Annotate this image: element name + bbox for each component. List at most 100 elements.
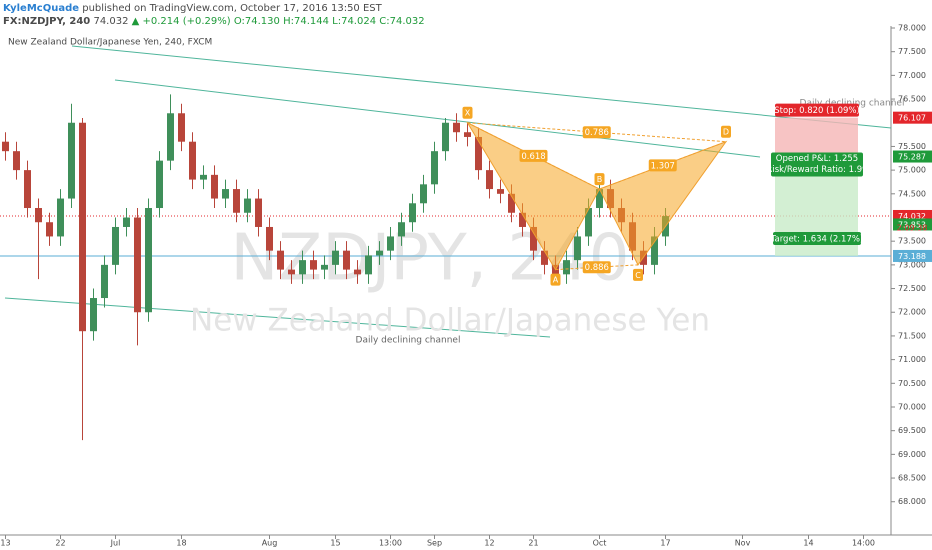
x-tick-label: 14:00 [852, 539, 875, 548]
candle-body [343, 250, 350, 270]
pattern-point-box [550, 273, 561, 286]
candle-body [596, 189, 603, 209]
annotation: Daily declining channel [356, 336, 461, 346]
candle-body [365, 255, 372, 275]
change: ▲ +0.214 (+0.29%) [132, 16, 231, 27]
y-tick-label: 71.000 [898, 355, 926, 364]
published: published on TradingView.com, October 17… [82, 3, 382, 14]
candle-body [387, 236, 394, 251]
candle-body [508, 193, 515, 213]
candle-body [46, 222, 53, 237]
candle-body [310, 260, 317, 270]
ratio-line [467, 122, 727, 143]
candle-body [156, 160, 163, 209]
author: KyleMcQuade [3, 3, 79, 14]
y-tick-label: 73.500 [898, 237, 926, 246]
candle-body [409, 203, 416, 223]
candle-body [376, 250, 383, 256]
candle-body [145, 208, 152, 313]
x-tick-label: 18 [176, 539, 186, 548]
x-tick-label: 12 [484, 539, 494, 548]
x-tick-label: Aug [262, 539, 278, 548]
watermark-name: New Zealand Dollar/Japanese Yen [190, 303, 710, 339]
candle-body [563, 260, 570, 275]
target-label: Target: 1.634 (2.17%) [770, 234, 864, 244]
x-tick-label: 14 [803, 539, 813, 548]
price-marker [893, 218, 932, 231]
candle-body [123, 217, 130, 227]
header-line-1: KyleMcQuade published on TradingView.com… [3, 3, 383, 14]
stop-label: Stop: 0.820 (1.09%) [774, 106, 860, 116]
x-tick-label: 13 [0, 539, 10, 548]
chart-title: New Zealand Dollar/Japanese Yen, 240, FX… [8, 38, 212, 48]
x-tick-label: Nov [735, 539, 751, 548]
y-tick-label: 68.500 [898, 474, 926, 483]
candle-body [442, 122, 449, 152]
candle-body [101, 264, 108, 299]
pattern-point-box [633, 268, 643, 281]
x-tick-label: 17 [660, 539, 670, 548]
x-tick-label: Jul [110, 539, 121, 548]
channel-line [71, 45, 892, 129]
ratio-label: 0.618 [521, 152, 545, 162]
candle-body [178, 113, 185, 142]
stop-box [775, 103, 859, 117]
candle-body [68, 122, 75, 199]
ratio-box [519, 149, 548, 162]
y-tick-label: 70.500 [898, 379, 926, 388]
price-marker-label: 74.032 [898, 212, 926, 221]
pattern-point-box [462, 106, 473, 119]
candle-body [112, 226, 119, 265]
candle-body [244, 198, 251, 213]
candle-body [431, 151, 438, 185]
candle-body [134, 217, 141, 313]
ratio-box [648, 159, 677, 172]
symbol: FX:NZDJPY, 240 [3, 16, 90, 27]
pattern-point-label: D [723, 128, 729, 137]
candle-body [189, 141, 196, 180]
rr-label: Risk/Reward Ratio: 1.99 [766, 165, 867, 175]
pattern-point-label: A [553, 276, 559, 285]
candle-body [24, 170, 31, 209]
candle-body [57, 198, 64, 237]
pnl-box [771, 152, 863, 177]
candle-body [200, 174, 207, 180]
ratio-box [582, 261, 611, 274]
price-marker [893, 111, 932, 124]
candle-body [13, 151, 20, 171]
candle-body [299, 260, 306, 275]
ohlc: O:74.130 H:74.144 L:74.024 C:74.032 [234, 16, 425, 27]
price-marker [893, 150, 932, 163]
candle-body [288, 269, 295, 275]
candle-body [90, 298, 97, 332]
x-tick-label: Sep [427, 539, 442, 548]
candle-body [486, 170, 493, 190]
channel-line [114, 79, 761, 158]
ratio-label: 0.886 [585, 263, 609, 273]
candle-body [255, 198, 262, 227]
candle-body [354, 269, 361, 275]
y-tick-label: 73.000 [898, 260, 926, 269]
candle-body [2, 141, 9, 152]
price-marker-label: 76.107 [898, 114, 926, 123]
candle-body [497, 189, 504, 194]
y-tick-label: 69.500 [898, 426, 926, 435]
ratio-label: 1.307 [651, 161, 675, 171]
y-tick-label: 76.500 [898, 95, 926, 104]
y-tick-label: 77.000 [898, 71, 926, 80]
x-tick-label: 22 [55, 539, 65, 548]
x-tick-label: Oct [593, 539, 607, 548]
ratio-box [582, 126, 611, 139]
pnl-label: Opened P&L: 1.255 [776, 154, 858, 164]
pattern-point-label: C [635, 271, 641, 280]
candle-body [79, 122, 86, 332]
last-price: 74.032 [93, 16, 128, 27]
y-tick-label: 71.500 [898, 331, 926, 340]
pattern-point-label: X [465, 109, 471, 118]
candle-body [574, 236, 581, 261]
pattern-point-box [594, 173, 605, 186]
candle-body [321, 264, 328, 270]
y-tick-label: 72.500 [898, 284, 926, 293]
